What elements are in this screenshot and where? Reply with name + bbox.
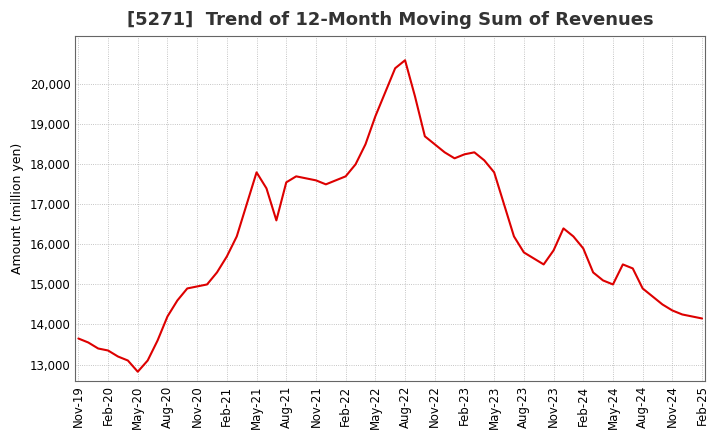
Y-axis label: Amount (million yen): Amount (million yen) (11, 143, 24, 274)
Title: [5271]  Trend of 12-Month Moving Sum of Revenues: [5271] Trend of 12-Month Moving Sum of R… (127, 11, 654, 29)
